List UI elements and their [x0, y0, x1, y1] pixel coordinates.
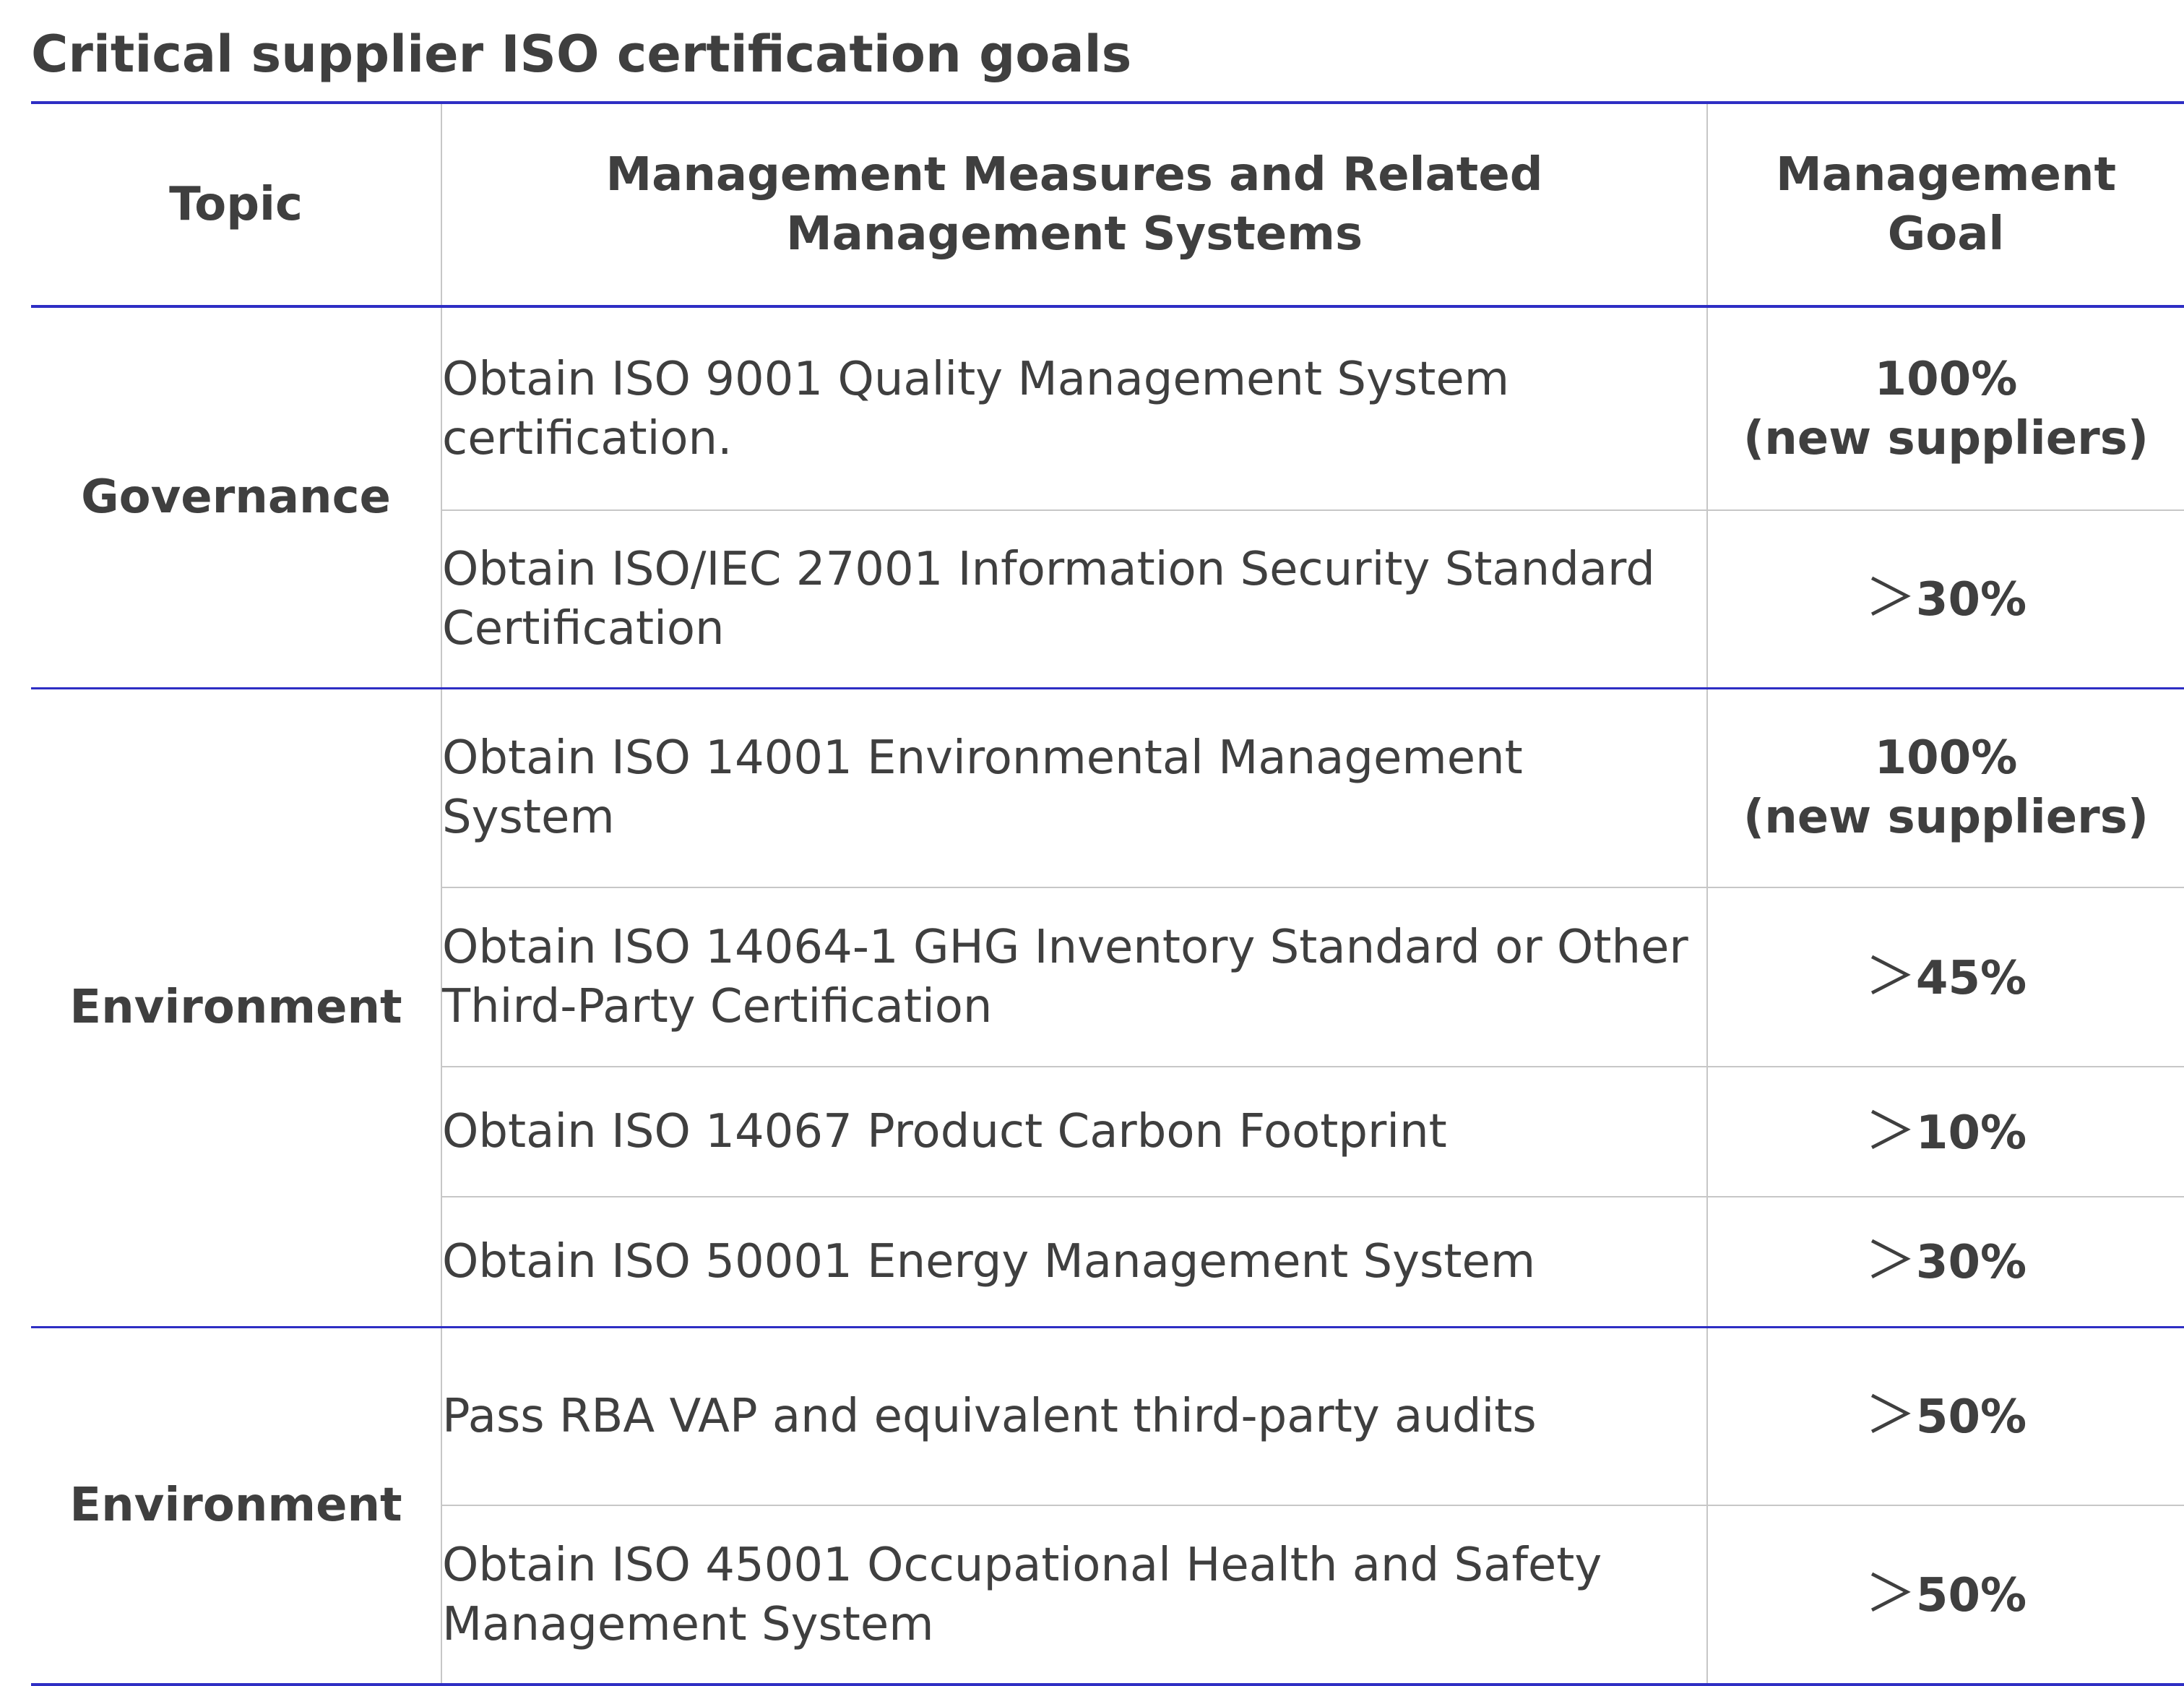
goal-cell: ＞10%	[1706, 1067, 2184, 1197]
goal-value: 100%	[1874, 352, 2018, 406]
goal-note: (new suppliers)	[1743, 791, 2149, 845]
measure-cell: Obtain ISO 9001 Quality Management Syste…	[441, 306, 1707, 511]
header-topic: Topic	[31, 101, 441, 308]
certification-goals-table: Topic Management Measures and Related Ma…	[31, 101, 2184, 1686]
measure-cell: Obtain ISO/IEC 27001 Information Securit…	[441, 510, 1707, 689]
header-goal-line2: Goal	[1887, 207, 2005, 261]
goal-value: 10%	[1915, 1106, 2027, 1160]
goal-prefix: ＞	[1865, 1101, 1916, 1161]
goal-value: 30%	[1915, 573, 2027, 627]
header-measures: Management Measures and Related Manageme…	[441, 101, 1707, 308]
goal-value: 30%	[1915, 1236, 2027, 1290]
goal-cell: ＞50%	[1706, 1327, 2184, 1506]
table-row: Environment Pass RBA VAP and equivalent …	[31, 1327, 2184, 1686]
header-goal: Management Goal	[1706, 101, 2184, 308]
page-title: Critical supplier ISO certification goal…	[31, 25, 1132, 84]
measure-cell: Obtain ISO 50001 Energy Management Syste…	[441, 1197, 1707, 1328]
goal-value: 50%	[1915, 1390, 2027, 1445]
table-row: Obtain ISO/IEC 27001 Information Securit…	[31, 510, 2184, 689]
table-row: Environment Obtain ISO 14001 Environment…	[31, 688, 2184, 1328]
table-row: Governance Obtain ISO 9001 Quality Manag…	[31, 306, 2184, 689]
table-row: Obtain ISO 45001 Occupational Health and…	[31, 1505, 2184, 1686]
measure-cell: Obtain ISO 14001 Environmental Managemen…	[441, 688, 1707, 888]
measure-cell: Obtain ISO 14067 Product Carbon Footprin…	[441, 1067, 1707, 1197]
measure-cell: Pass RBA VAP and equivalent third-party …	[441, 1327, 1707, 1506]
goal-value: 45%	[1915, 951, 2027, 1005]
table-row: Obtain ISO 14067 Product Carbon Footprin…	[31, 1067, 2184, 1197]
goal-cell: ＞30%	[1706, 1197, 2184, 1328]
goal-cell: 100% (new suppliers)	[1706, 688, 2184, 888]
goal-prefix: ＞	[1865, 1564, 1916, 1623]
header-row: Topic Management Measures and Related Ma…	[31, 101, 2184, 308]
header-goal-line1: Management	[1775, 148, 2117, 202]
goal-prefix: ＞	[1865, 946, 1916, 1006]
goal-prefix: ＞	[1865, 1231, 1916, 1291]
table-row: Obtain ISO 50001 Energy Management Syste…	[31, 1197, 2184, 1328]
goal-note: (new suppliers)	[1743, 411, 2149, 465]
goal-cell: ＞30%	[1706, 510, 2184, 689]
goal-prefix: ＞	[1865, 568, 1916, 628]
topic-cell: Governance	[31, 306, 441, 689]
goal-cell: ＞45%	[1706, 887, 2184, 1067]
measure-cell: Obtain ISO 45001 Occupational Health and…	[441, 1505, 1707, 1686]
goal-cell: 100% (new suppliers)	[1706, 306, 2184, 511]
table-row: Obtain ISO 14064-1 GHG Inventory Standar…	[31, 887, 2184, 1067]
topic-cell: Environment	[31, 1327, 441, 1686]
goal-value: 50%	[1915, 1569, 2027, 1622]
goal-cell: ＞50%	[1706, 1505, 2184, 1686]
measure-cell: Obtain ISO 14064-1 GHG Inventory Standar…	[441, 887, 1707, 1067]
topic-cell: Environment	[31, 688, 441, 1328]
goal-value: 100%	[1874, 731, 2018, 786]
goal-prefix: ＞	[1865, 1385, 1916, 1445]
